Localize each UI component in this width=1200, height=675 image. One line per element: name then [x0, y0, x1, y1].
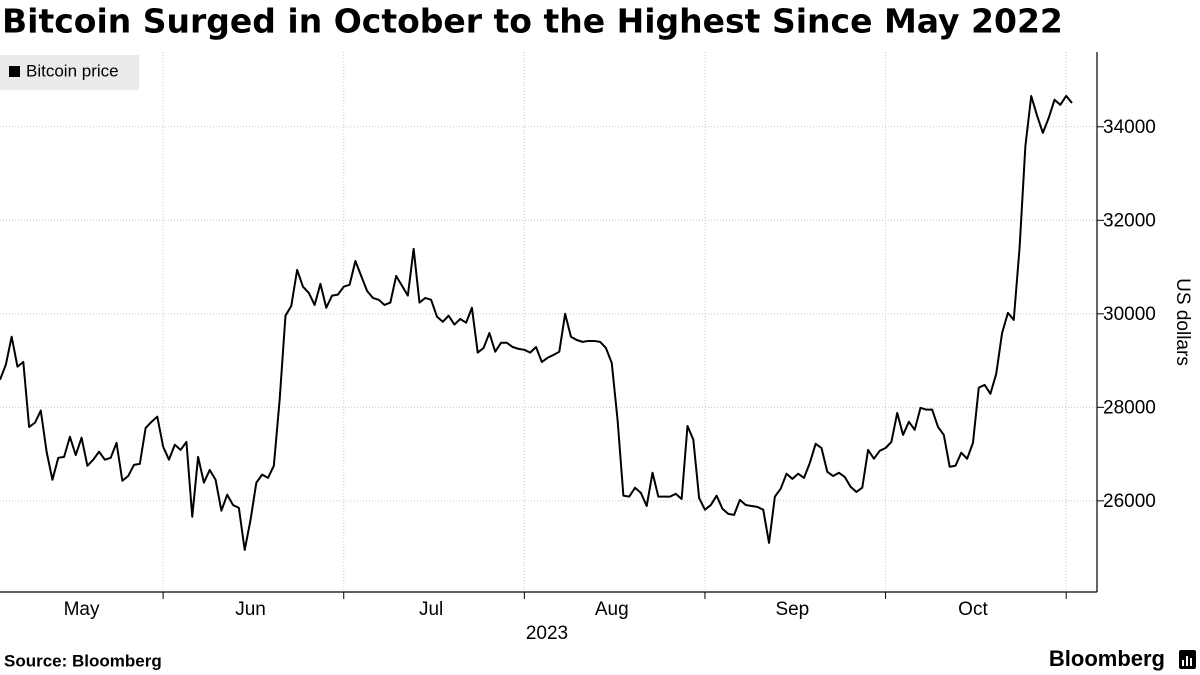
- legend-swatch: [9, 66, 20, 77]
- x-tick-label: Sep: [775, 599, 809, 620]
- x-tick-label: May: [64, 599, 100, 620]
- x-axis-title: 2023: [526, 623, 568, 644]
- x-tick-label: Jun: [235, 599, 266, 620]
- brand: Bloomberg: [1049, 646, 1165, 671]
- y-axis-title: US dollars: [1172, 278, 1193, 366]
- source: Source: Bloomberg: [4, 651, 162, 670]
- y-tick-label: 32000: [1103, 210, 1156, 231]
- y-tick-label: 26000: [1103, 491, 1156, 512]
- chart-title: Bitcoin Surged in October to the Highest…: [2, 2, 1063, 41]
- y-tick-label: 34000: [1103, 117, 1156, 138]
- x-tick-label: Oct: [958, 599, 988, 620]
- legend-label: Bitcoin price: [26, 61, 119, 80]
- legend-box: [0, 55, 139, 90]
- x-tick-label: Aug: [595, 599, 629, 620]
- y-tick-label: 30000: [1103, 304, 1156, 325]
- brand-icon: [1179, 650, 1196, 669]
- series-line: [0, 94, 1073, 551]
- x-tick-label: Jul: [419, 599, 443, 620]
- y-tick-label: 28000: [1103, 397, 1156, 418]
